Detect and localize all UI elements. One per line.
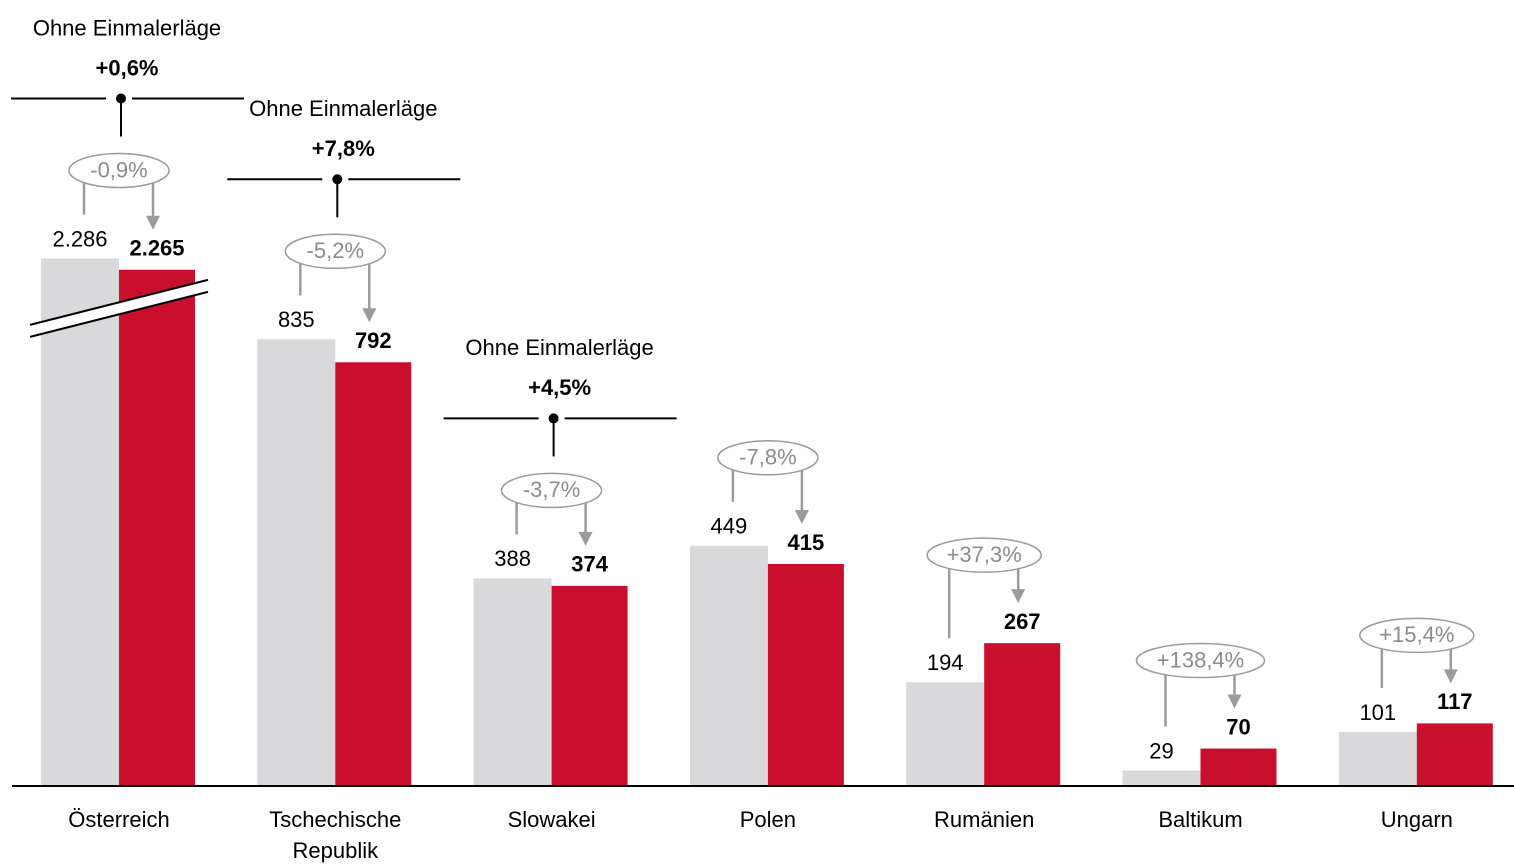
x-tick-label: Tschechische Republik: [269, 807, 402, 863]
arrow-head: [1443, 669, 1458, 684]
value-label: 29: [1149, 738, 1173, 763]
bar: [984, 643, 1061, 786]
arrow-head: [578, 531, 593, 546]
change-bubble: [284, 233, 387, 270]
change-label: -3,7%: [523, 477, 580, 502]
value-label: 792: [355, 328, 392, 353]
value-label: 194: [927, 650, 964, 675]
change-label: +37,3%: [947, 542, 1022, 567]
change-bubble: [500, 472, 603, 509]
x-tick-label: Polen: [739, 807, 797, 832]
change-label: -5,2%: [307, 238, 364, 263]
arrow-head: [794, 509, 809, 524]
bar: [257, 339, 336, 786]
x-tick-label: Slowakei: [507, 807, 596, 832]
axis-break-line: [29, 290, 209, 338]
value-label: 2.286: [52, 226, 107, 251]
change-bubble: [717, 440, 819, 476]
value-label: 70: [1226, 714, 1250, 739]
adj-title: Ohne Einmalerläge: [33, 15, 221, 40]
bar: [119, 269, 195, 787]
bar: [906, 682, 985, 786]
axis-break-line: [29, 278, 209, 326]
adj-dot: [116, 93, 126, 104]
bar: [473, 578, 552, 786]
x-tick-label: Ungarn: [1380, 807, 1453, 832]
bar: [767, 563, 844, 786]
bar: [1200, 748, 1277, 786]
change-bubble: [926, 537, 1042, 573]
adj-dot: [332, 174, 343, 185]
x-tick-label: Baltikum: [1158, 807, 1243, 832]
change-label: -7,8%: [739, 445, 796, 470]
adj-change: +0,6%: [96, 55, 159, 80]
value-label: 415: [788, 530, 825, 555]
value-label: 835: [278, 307, 315, 332]
bar: [689, 545, 768, 786]
bar: [1338, 731, 1417, 786]
x-tick-label: Rumänien: [934, 807, 1035, 832]
arrow-head: [1011, 589, 1026, 604]
value-label: 117: [1437, 689, 1473, 714]
bar: [1416, 723, 1493, 786]
change-bubble: [68, 152, 170, 189]
arrow-head: [1227, 694, 1242, 709]
arrow-head: [362, 308, 377, 323]
change-label: -0,9%: [90, 157, 147, 182]
axis-break: [30, 279, 208, 337]
bar: [41, 258, 119, 786]
bar: [335, 362, 412, 786]
bar: [551, 585, 628, 786]
change-bubble: [1135, 642, 1266, 679]
value-label: 388: [494, 546, 531, 571]
adj-dot: [548, 413, 559, 424]
change-label: +138,4%: [1157, 647, 1244, 672]
change-label: +15,4%: [1379, 622, 1454, 647]
bar: [1122, 770, 1201, 786]
adj-change: +4,5%: [528, 375, 591, 400]
value-label: 2.265: [129, 236, 184, 261]
change-bubble: [1359, 617, 1475, 654]
adj-change: +7,8%: [312, 136, 375, 161]
value-label: 101: [1359, 700, 1396, 725]
adj-title: Ohne Einmalerläge: [465, 335, 653, 360]
x-tick-label: Österreich: [68, 807, 170, 832]
arrow-head: [146, 215, 160, 230]
adj-title: Ohne Einmalerläge: [249, 96, 437, 121]
value-label: 449: [711, 514, 748, 539]
value-label: 374: [571, 552, 608, 577]
value-label: 267: [1004, 609, 1041, 634]
